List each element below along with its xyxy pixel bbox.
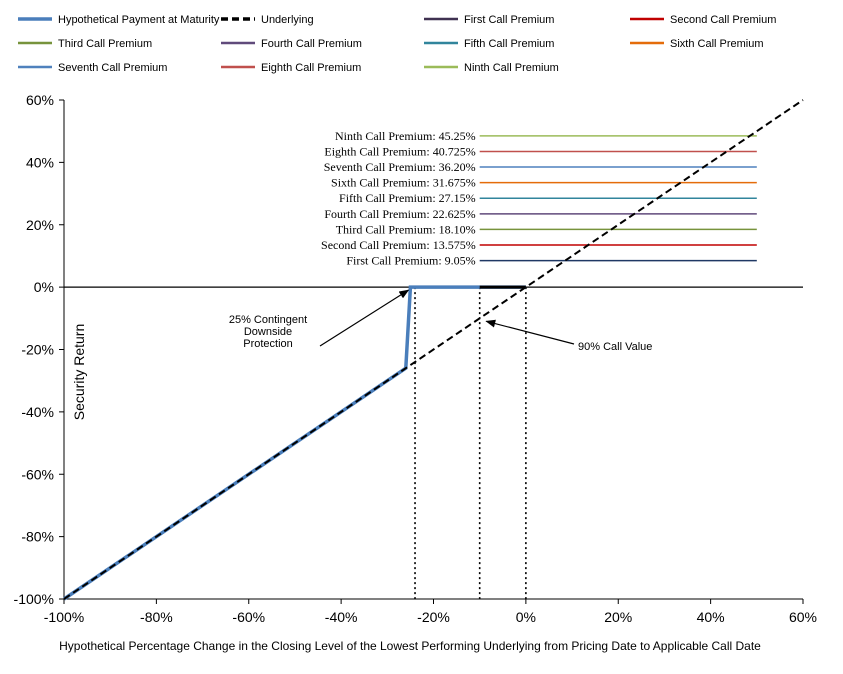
- y-tick-label: -80%: [21, 529, 54, 545]
- premium-label: Third Call Premium: 18.10%: [336, 222, 476, 236]
- annotation-text: 90% Call Value: [578, 341, 652, 353]
- legend-entry: Seventh Call Premium: [58, 62, 167, 74]
- premium-label: Fifth Call Premium: 27.15%: [339, 191, 476, 205]
- x-tick-label: -20%: [417, 609, 450, 625]
- y-tick-label: -40%: [21, 404, 54, 420]
- legend-entry: Fifth Call Premium: [464, 38, 554, 50]
- y-tick-label: 20%: [26, 217, 54, 233]
- premium-label: Second Call Premium: 13.575%: [321, 238, 476, 252]
- premium-label: Ninth Call Premium: 45.25%: [335, 129, 476, 143]
- annotation-arrow: [319, 289, 410, 347]
- x-tick-label: 20%: [604, 609, 632, 625]
- legend-entry: Hypothetical Payment at Maturity: [58, 14, 220, 26]
- annotation-arrow: [485, 319, 575, 345]
- y-tick-label: -100%: [14, 591, 54, 607]
- y-tick-label: 0%: [34, 279, 54, 295]
- y-tick-label: 40%: [26, 154, 54, 170]
- legend-entry: Underlying: [261, 14, 314, 26]
- legend: Hypothetical Payment at Maturity Underlyi…: [18, 14, 776, 74]
- legend-entry: First Call Premium: [464, 14, 554, 26]
- premium-lines: Ninth Call Premium: 45.25%Eighth Call Pr…: [321, 129, 757, 268]
- underlying-line: [63, 99, 804, 600]
- legend-entry: Fourth Call Premium: [261, 38, 362, 50]
- x-tick-label: 60%: [789, 609, 817, 625]
- legend-entry: Third Call Premium: [58, 38, 152, 50]
- premium-label: Eighth Call Premium: 40.725%: [324, 144, 475, 158]
- y-tick-label: -20%: [21, 342, 54, 358]
- legend-entry: Second Call Premium: [670, 14, 776, 26]
- premium-label: Fourth Call Premium: 22.625%: [324, 207, 475, 221]
- y-tick-label: -60%: [21, 466, 54, 482]
- x-tick-label: 0%: [516, 609, 536, 625]
- x-axis-label: Hypothetical Percentage Change in the Cl…: [59, 639, 761, 653]
- x-tick-label: 40%: [697, 609, 725, 625]
- legend-entry: Sixth Call Premium: [670, 38, 764, 50]
- premium-label: Seventh Call Premium: 36.20%: [324, 160, 476, 174]
- y-tick-label: 60%: [26, 92, 54, 108]
- x-tick-label: -40%: [325, 609, 358, 625]
- vertical-markers: [414, 287, 527, 599]
- legend-entry: Eighth Call Premium: [261, 62, 361, 74]
- annotation-text: Downside: [244, 326, 292, 338]
- legend-entry: Ninth Call Premium: [464, 62, 559, 74]
- premium-label: First Call Premium: 9.05%: [346, 254, 475, 268]
- x-tick-label: -80%: [140, 609, 173, 625]
- x-tick-label: -60%: [232, 609, 265, 625]
- y-axis-label: Security Return: [71, 324, 87, 420]
- annotation-text: Protection: [243, 338, 293, 350]
- annotation-text: 25% Contingent: [229, 314, 307, 326]
- payment-at-maturity-line: [63, 285, 526, 601]
- series-lines: [63, 99, 804, 601]
- x-tick-label: -100%: [44, 609, 84, 625]
- premium-label: Sixth Call Premium: 31.675%: [331, 176, 476, 190]
